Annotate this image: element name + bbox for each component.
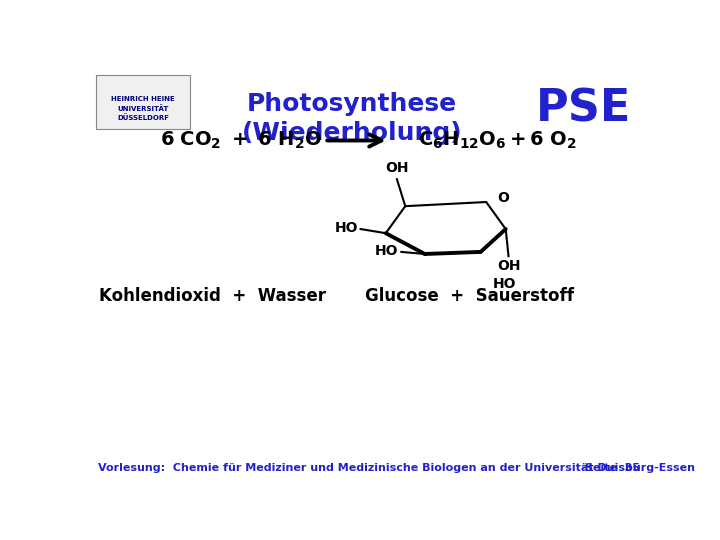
Text: $\mathbf{C_6H_{12}O_6+6\ O_2}$: $\mathbf{C_6H_{12}O_6+6\ O_2}$: [418, 130, 577, 151]
Text: Kohlendioxid  +  Wasser: Kohlendioxid + Wasser: [99, 287, 326, 305]
Text: PSE: PSE: [536, 87, 631, 131]
Text: O: O: [498, 191, 509, 205]
Text: Vorlesung:  Chemie für Mediziner und Medizinische Biologen an der Universität Du: Vorlesung: Chemie für Mediziner und Medi…: [99, 463, 696, 473]
Text: HO: HO: [334, 221, 358, 235]
Text: HO: HO: [375, 244, 399, 258]
Text: OH: OH: [497, 259, 521, 273]
Text: $\mathbf{6\ CO_2\ +\ 6\ H_2O}$: $\mathbf{6\ CO_2\ +\ 6\ H_2O}$: [160, 130, 322, 151]
Text: HEINRICH HEINE
UNIVERSITÄT
DÜSSELDORF: HEINRICH HEINE UNIVERSITÄT DÜSSELDORF: [111, 97, 175, 121]
Text: Seite  35: Seite 35: [585, 463, 639, 473]
FancyBboxPatch shape: [96, 75, 190, 129]
Text: Glucose  +  Sauerstoff: Glucose + Sauerstoff: [365, 287, 574, 305]
Text: Photosynthese
(Wiederholung): Photosynthese (Wiederholung): [242, 92, 462, 145]
Text: HO: HO: [493, 277, 516, 291]
Text: OH: OH: [385, 161, 409, 175]
